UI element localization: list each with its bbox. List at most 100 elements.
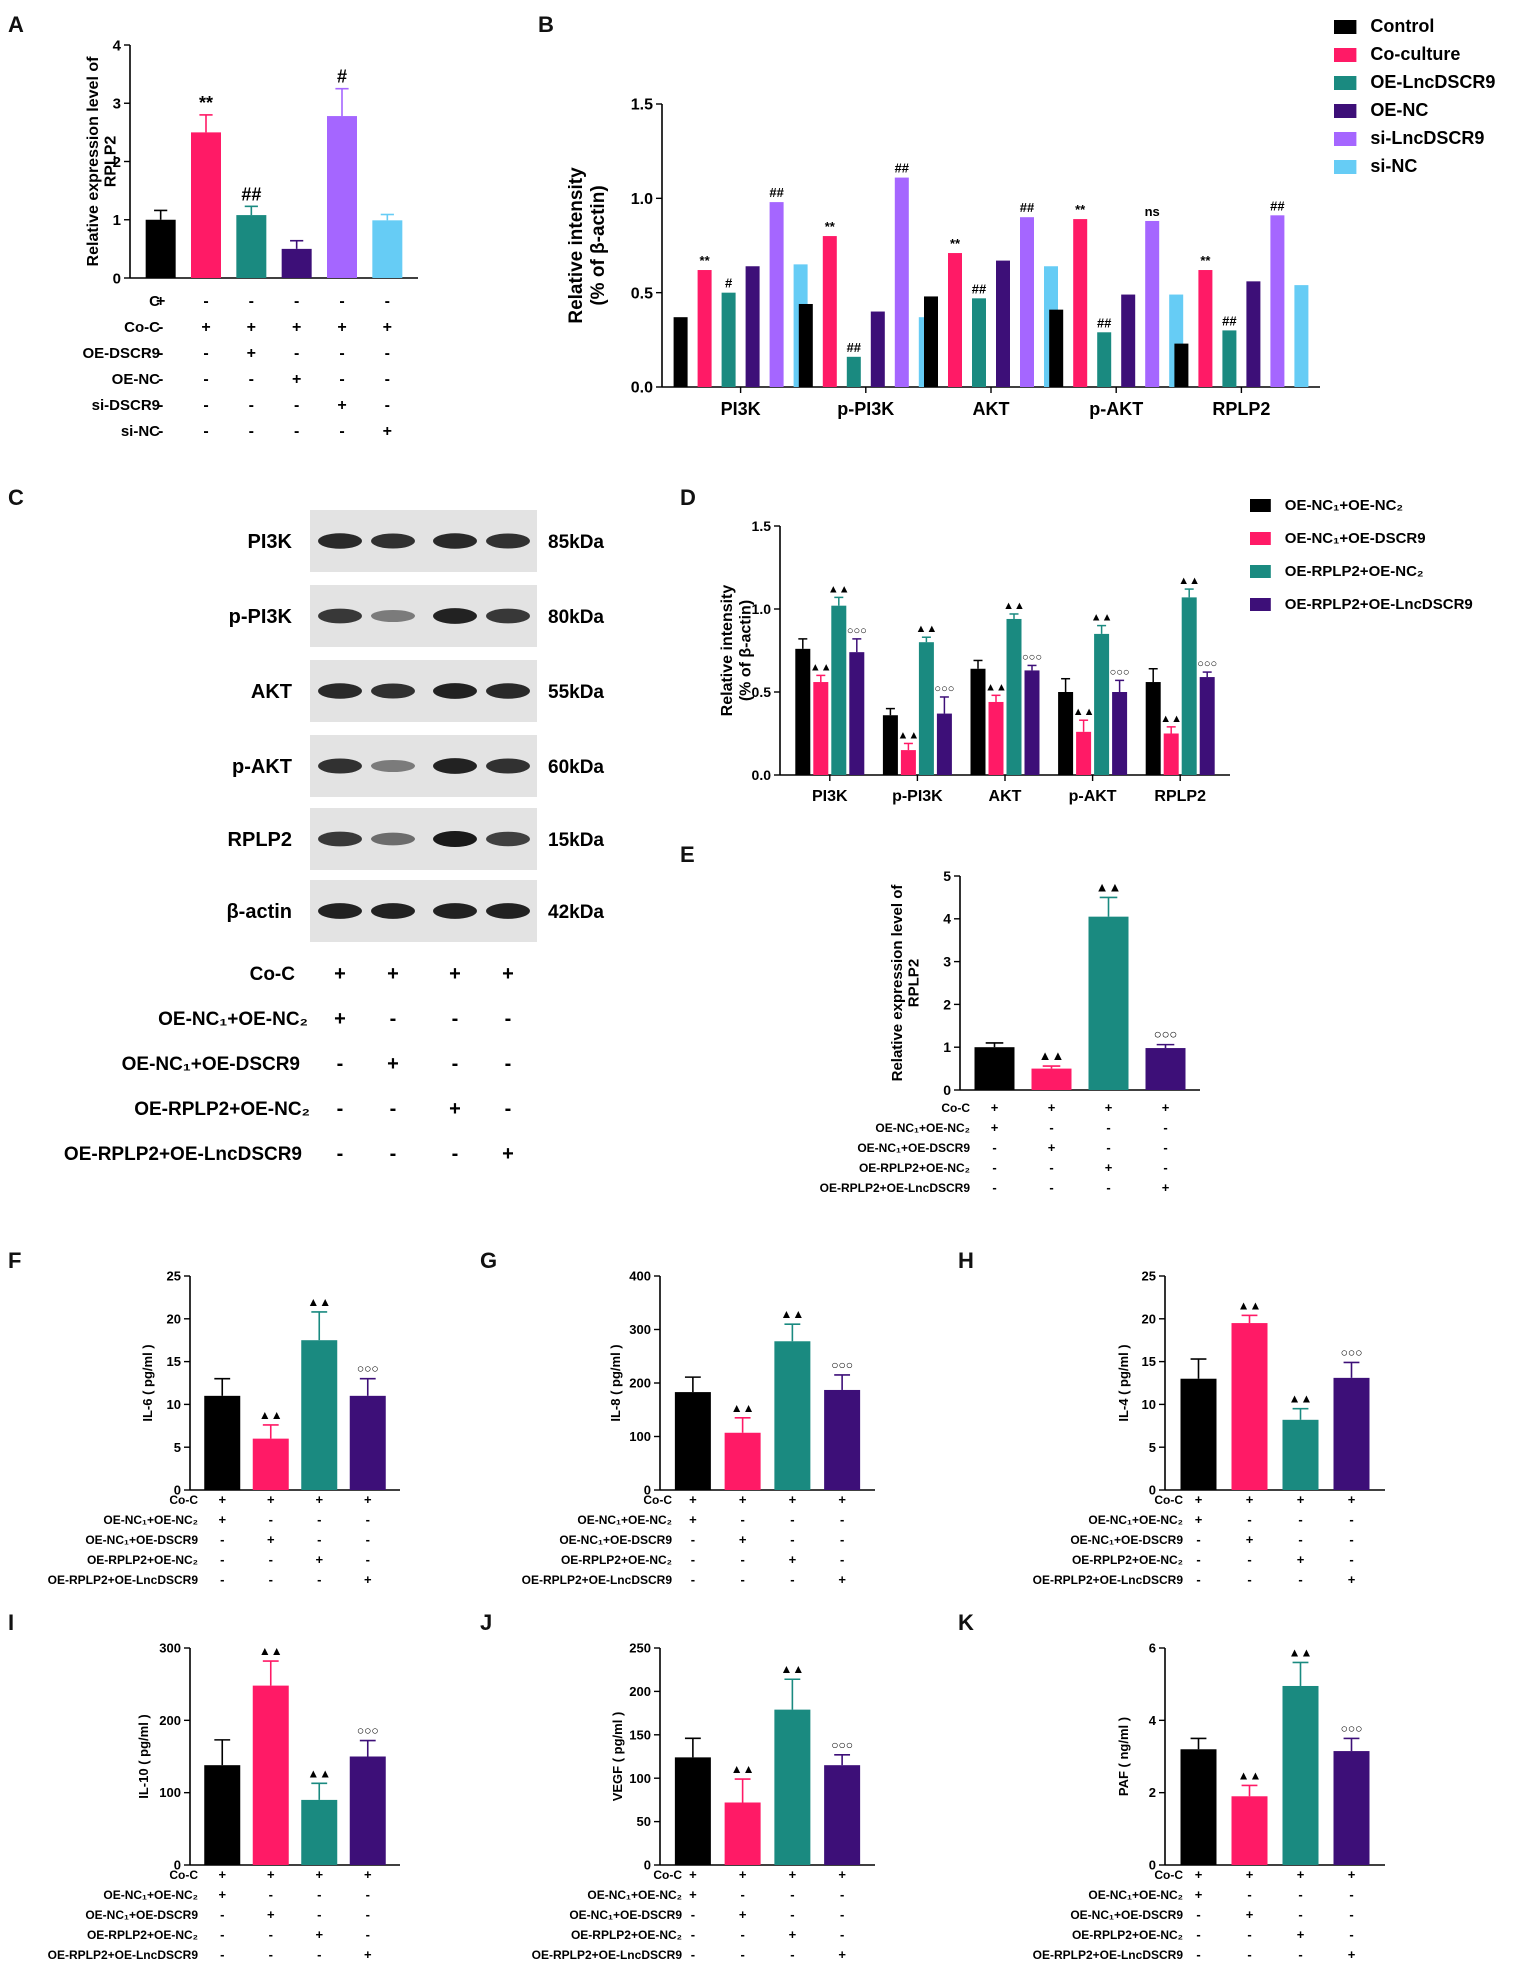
condition-label: OE-NC₁+OE-NC₂ — [587, 1888, 682, 1902]
condition-sign: - — [249, 423, 254, 440]
condition-label: OE-NC₁+OE-NC₂ — [1088, 1513, 1183, 1527]
condition-label: OE-RPLP2+OE-NC₂ — [134, 1099, 310, 1120]
y-axis-label: IL-4 ( pg/ml ) — [1116, 1344, 1131, 1421]
condition-sign: + — [315, 1552, 323, 1567]
condition-sign: - — [269, 1947, 273, 1962]
condition-sign: - — [294, 397, 299, 414]
significance-label: ** — [700, 253, 711, 268]
bar — [798, 303, 813, 387]
condition-sign: - — [158, 319, 163, 336]
bar — [774, 1709, 811, 1865]
condition-label: OE-NC₁+OE-NC₂ — [577, 1513, 672, 1527]
condition-sign: - — [158, 397, 163, 414]
condition-sign: - — [790, 1887, 794, 1902]
condition-sign: + — [838, 1572, 846, 1587]
condition-label: OE-NC — [112, 371, 161, 388]
bar — [1282, 1419, 1319, 1490]
significance-label: ## — [769, 185, 784, 200]
condition-label: OE-RPLP2+OE-LncDSCR9 — [522, 1573, 673, 1587]
condition-sign: - — [740, 1947, 744, 1962]
condition-sign: + — [789, 1492, 797, 1507]
significance-label: ▲▲ — [985, 681, 1007, 693]
y-tick-label: 4 — [113, 37, 122, 54]
condition-sign: - — [269, 1552, 273, 1567]
bar — [1333, 1377, 1370, 1490]
condition-sign: - — [269, 1572, 273, 1587]
condition-sign: + — [201, 319, 210, 336]
protein-label: PI3K — [248, 531, 293, 553]
condition-sign: - — [385, 371, 390, 388]
significance-label: ▲▲ — [731, 1762, 755, 1776]
bar — [1088, 916, 1129, 1090]
protein-label: AKT — [251, 681, 292, 703]
significance-label: ** — [199, 93, 213, 113]
significance-label: ## — [1270, 198, 1285, 213]
condition-sign: + — [218, 1492, 226, 1507]
bar — [1073, 219, 1088, 387]
condition-sign: - — [249, 293, 254, 310]
condition-sign: - — [390, 1143, 397, 1165]
bar — [281, 248, 312, 278]
condition-sign: - — [294, 345, 299, 362]
y-tick-label: 4 — [943, 911, 951, 927]
legend-swatch — [1334, 76, 1357, 90]
condition-sign: - — [452, 1008, 459, 1030]
condition-sign: + — [838, 1947, 846, 1962]
significance-label: ▲▲ — [259, 1408, 283, 1422]
condition-sign: - — [1196, 1532, 1200, 1547]
chart-h: 0 5 10 15 20 25 IL-4 ( pg/ml ) ▲▲ ▲▲ ○○○ Co-C + + + + O… — [1033, 1269, 1385, 1587]
y-tick-label: 15 — [167, 1354, 181, 1369]
bar — [813, 682, 829, 775]
x-tick-label: p-AKT — [1069, 788, 1117, 805]
blot-band — [318, 533, 362, 549]
condition-label: Co-C — [124, 319, 160, 336]
condition-sign: - — [366, 1512, 370, 1527]
condition-label: OE-RPLP2+OE-LncDSCR9 — [48, 1948, 199, 1962]
panel-label-g: G — [480, 1248, 497, 1273]
bar — [972, 298, 986, 387]
condition-label: OE-RPLP2+OE-NC₂ — [87, 1553, 198, 1567]
condition-sign: - — [1196, 1947, 1200, 1962]
condition-sign: - — [220, 1572, 224, 1587]
condition-sign: + — [689, 1867, 697, 1882]
bar — [204, 1395, 241, 1490]
condition-sign: + — [247, 319, 256, 336]
y-tick-label: 1.0 — [631, 191, 653, 208]
significance-label: ○○○ — [1110, 666, 1130, 678]
y-tick-label: 0.0 — [752, 767, 772, 783]
condition-sign: - — [1049, 1180, 1053, 1195]
condition-sign: - — [339, 345, 344, 362]
significance-label: ## — [241, 184, 261, 204]
condition-sign: - — [691, 1947, 695, 1962]
condition-label: OE-NC₁+OE-NC₂ — [103, 1513, 198, 1527]
condition-sign: + — [789, 1552, 797, 1567]
significance-label: ▲▲ — [1289, 1392, 1313, 1406]
bar — [1097, 332, 1112, 387]
bar — [1024, 670, 1040, 775]
size-label: 60kDa — [548, 757, 604, 778]
bar — [1112, 692, 1128, 775]
size-label: 42kDa — [548, 902, 604, 923]
blot-band — [371, 832, 415, 846]
chart-j: 0 50 100 150 200 250 VEGF ( pg/ml ) ▲▲ ▲▲ ○○○ Co-C… — [532, 1641, 875, 1962]
condition-label: OE-NC₁+OE-DSCR9 — [857, 1141, 970, 1155]
y-tick-label: 10 — [1142, 1397, 1156, 1412]
protein-label: β-actin — [226, 901, 292, 923]
condition-sign: + — [1195, 1867, 1203, 1882]
y-tick-label: 2 — [943, 996, 951, 1012]
legend-label: OE-RPLP2+OE-NC₂ — [1285, 563, 1424, 580]
condition-sign: - — [1247, 1947, 1251, 1962]
condition-sign: + — [315, 1492, 323, 1507]
condition-sign: - — [1247, 1927, 1251, 1942]
condition-label: OE-NC₁+OE-DSCR9 — [569, 1908, 682, 1922]
condition-sign: - — [294, 423, 299, 440]
blot-band — [433, 608, 477, 624]
significance-label: ▲▲ — [898, 729, 920, 741]
significance-label: ○○○ — [831, 1358, 853, 1372]
condition-sign: - — [505, 1053, 512, 1075]
condition-sign: - — [269, 1887, 273, 1902]
y-tick-label: 3 — [113, 96, 121, 113]
condition-sign: - — [317, 1572, 321, 1587]
condition-sign: - — [220, 1927, 224, 1942]
